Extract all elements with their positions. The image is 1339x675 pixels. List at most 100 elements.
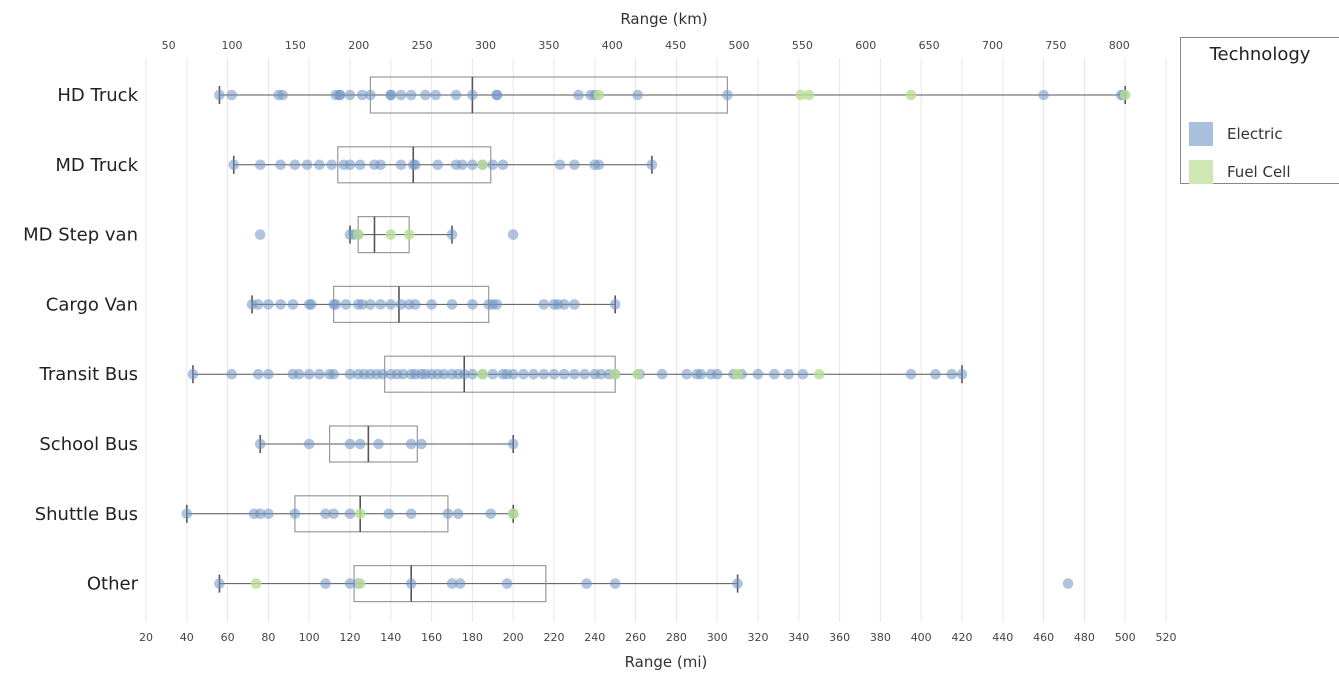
point-electric-md-truck-2 — [275, 159, 286, 171]
point-electric-hd-truck-1 — [226, 89, 237, 101]
point-electric-transit-bus-38 — [548, 368, 560, 380]
point-fuel-cell-other-0 — [250, 578, 262, 589]
x-tick-mi-60: 60 — [221, 631, 235, 644]
x-tick-mi-160: 160 — [421, 631, 442, 644]
point-electric-transit-bus-52 — [711, 368, 723, 380]
point-electric-md-truck-20 — [487, 159, 499, 171]
point-electric-school-bus-3 — [354, 438, 366, 450]
point-electric-shuttle-bus-11 — [452, 508, 464, 520]
point-electric-transit-bus-28 — [458, 368, 470, 380]
point-electric-md-truck-0 — [228, 159, 240, 171]
category-label-cargo-van: Cargo Van — [46, 294, 138, 315]
point-electric-hd-truck-16 — [450, 89, 462, 101]
point-electric-transit-bus-48 — [681, 368, 692, 380]
x-tick-mi-180: 180 — [462, 631, 483, 644]
point-electric-transit-bus-37 — [538, 368, 550, 380]
point-electric-cargo-van-18 — [426, 299, 437, 310]
point-electric-other-8 — [581, 578, 592, 589]
point-electric-md-truck-22 — [554, 159, 566, 171]
point-electric-hd-truck-19 — [491, 89, 503, 101]
point-electric-shuttle-bus-12 — [485, 508, 497, 520]
category-label-hd-truck: HD Truck — [57, 85, 138, 106]
point-electric-hd-truck-9 — [365, 89, 376, 101]
point-electric-hd-truck-25 — [1038, 89, 1049, 101]
point-electric-cargo-van-24 — [538, 299, 550, 310]
category-labels: HD Truck MD Truck MD Step van Cargo Van Tran… — [23, 85, 139, 595]
point-electric-other-10 — [732, 578, 743, 589]
point-electric-hd-truck-13 — [405, 89, 417, 101]
point-electric-transit-bus-55 — [752, 368, 764, 380]
point-electric-school-bus-6 — [416, 438, 427, 450]
point-electric-cargo-van-9 — [340, 299, 352, 310]
point-electric-hd-truck-24 — [722, 89, 733, 101]
legend-title: Technology — [1209, 44, 1311, 65]
point-electric-cargo-van-13 — [375, 299, 386, 310]
category-label-md-step-van: MD Step van — [23, 225, 138, 246]
x-tick-km-550: 550 — [792, 39, 813, 52]
point-electric-md-truck-9 — [354, 159, 366, 171]
point-electric-cargo-van-6 — [305, 299, 317, 310]
point-electric-shuttle-bus-2 — [254, 508, 266, 520]
point-electric-cargo-van-19 — [446, 299, 458, 310]
point-electric-transit-bus-5 — [293, 368, 305, 380]
point-electric-transit-bus-35 — [518, 368, 529, 380]
point-electric-shuttle-bus-6 — [328, 508, 339, 520]
x-tick-km-400: 400 — [602, 39, 623, 52]
x-tick-km-350: 350 — [538, 39, 559, 52]
point-electric-transit-bus-31 — [487, 368, 499, 380]
x-tick-km-650: 650 — [919, 39, 940, 52]
point-electric-transit-bus-58 — [797, 368, 809, 380]
point-electric-md-truck-5 — [314, 159, 325, 171]
category-label-transit-bus: Transit Bus — [39, 364, 138, 385]
point-electric-cargo-van-17 — [409, 299, 421, 310]
point-electric-school-bus-5 — [405, 438, 417, 450]
x-tick-mi-360: 360 — [829, 631, 850, 644]
point-electric-hd-truck-15 — [430, 89, 441, 101]
point-fuel-cell-hd-truck-1 — [795, 89, 807, 101]
grid-lines — [145, 58, 1167, 622]
legend: Technology Electric Fuel Cell — [1180, 37, 1339, 184]
x-tick-mi-100: 100 — [299, 631, 320, 644]
point-electric-transit-bus-36 — [528, 368, 539, 380]
point-electric-transit-bus-10 — [344, 368, 356, 380]
x-tick-mi-20: 20 — [139, 631, 153, 644]
x-tick-mi-380: 380 — [870, 631, 891, 644]
x-tick-mi-440: 440 — [992, 631, 1013, 644]
x-tick-km-750: 750 — [1045, 39, 1066, 52]
point-electric-transit-bus-41 — [579, 368, 590, 380]
point-electric-cargo-van-1 — [252, 299, 264, 310]
x-tick-km-700: 700 — [982, 39, 1003, 52]
point-electric-other-0 — [214, 578, 225, 589]
point-electric-transit-bus-43 — [595, 368, 607, 380]
point-electric-transit-bus-47 — [656, 368, 668, 380]
top-axis-ticks: 50 100 150 200 250 300 350 400 450 500 550 600 650 70… — [162, 39, 1130, 52]
point-fuel-cell-transit-bus-1 — [609, 368, 621, 380]
point-electric-hd-truck-23 — [632, 89, 643, 101]
point-electric-hd-truck-12 — [395, 89, 407, 101]
legend-label-fuel-cell: Fuel Cell — [1227, 163, 1291, 181]
x-tick-mi-460: 460 — [1033, 631, 1054, 644]
point-fuel-cell-hd-truck-3 — [905, 89, 917, 101]
point-electric-transit-bus-7 — [314, 368, 325, 380]
x-tick-mi-140: 140 — [380, 631, 401, 644]
point-fuel-cell-md-step-van-2 — [403, 229, 415, 240]
point-electric-md-truck-12 — [395, 159, 407, 171]
point-electric-transit-bus-25 — [438, 368, 450, 380]
point-electric-transit-bus-18 — [397, 368, 409, 380]
point-electric-transit-bus-34 — [507, 368, 519, 380]
category-label-other: Other — [87, 574, 139, 595]
point-fuel-cell-hd-truck-2 — [803, 89, 815, 101]
point-fuel-cell-transit-bus-2 — [632, 368, 643, 380]
x-tick-km-600: 600 — [855, 39, 876, 52]
point-fuel-cell-md-truck-0 — [477, 159, 488, 171]
point-electric-md-truck-8 — [344, 159, 356, 171]
point-electric-transit-bus-2 — [252, 368, 264, 380]
x-tick-mi-300: 300 — [707, 631, 728, 644]
point-fuel-cell-hd-truck-4 — [1119, 89, 1131, 101]
point-electric-cargo-van-12 — [365, 299, 376, 310]
point-electric-cargo-van-15 — [395, 299, 407, 310]
point-electric-transit-bus-62 — [956, 368, 968, 380]
point-electric-school-bus-4 — [373, 438, 384, 450]
point-fuel-cell-md-step-van-1 — [385, 229, 397, 240]
